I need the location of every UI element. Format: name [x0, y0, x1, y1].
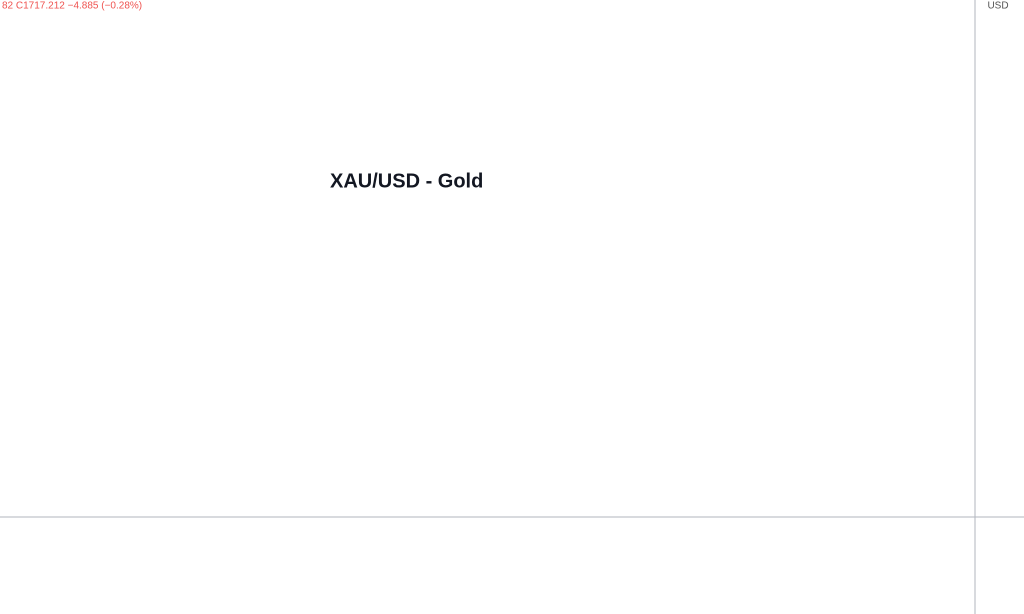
- header: 82 C1717.212 −4.885 (−0.28%): [2, 1, 142, 12]
- currency: USD: [987, 1, 1008, 12]
- chart-title: XAU/USD - Gold: [330, 170, 483, 192]
